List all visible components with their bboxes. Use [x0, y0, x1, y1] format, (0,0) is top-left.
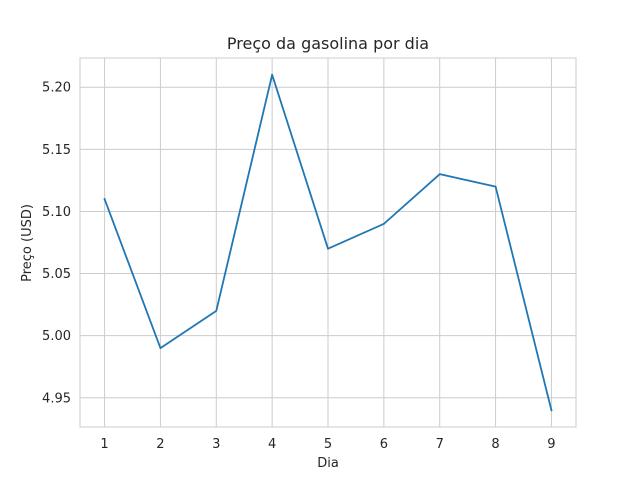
x-tick-label: 4 — [268, 437, 276, 452]
chart-title: Preço da gasolina por dia — [227, 34, 429, 53]
data-point — [494, 185, 497, 188]
x-tick-label: 2 — [156, 437, 164, 452]
y-tick-label: 5.05 — [42, 267, 71, 282]
y-tick-label: 4.95 — [42, 391, 71, 406]
y-tick-label: 5.20 — [42, 81, 71, 96]
plot-frame — [79, 57, 577, 428]
data-point — [382, 222, 385, 225]
x-tick-label: 7 — [436, 437, 444, 452]
x-tick-labels: 1 2 3 4 5 6 7 8 9 — [100, 437, 555, 452]
x-tick-label: 6 — [380, 437, 388, 452]
data-point — [271, 73, 274, 76]
y-tick-label: 5.10 — [42, 205, 71, 220]
data-point — [159, 347, 162, 350]
data-point — [550, 409, 553, 412]
y-tick-labels: 4.95 5.00 5.05 5.10 5.15 5.20 — [42, 81, 71, 407]
data-point — [327, 247, 329, 250]
data-point — [215, 309, 218, 312]
x-tick-label: 8 — [491, 437, 499, 452]
data-point — [438, 173, 441, 176]
x-axis-label: Dia — [317, 456, 339, 471]
y-gridlines — [80, 86, 576, 399]
y-tick-label: 5.15 — [42, 143, 71, 158]
y-tick-label: 5.00 — [42, 329, 71, 344]
series-group — [103, 73, 553, 412]
x-tick-label: 9 — [547, 437, 555, 452]
x-tick-label: 3 — [212, 437, 220, 452]
data-point — [103, 198, 106, 200]
x-tick-label: 5 — [324, 437, 332, 452]
x-gridlines — [104, 58, 552, 427]
x-tick-label: 1 — [100, 437, 108, 452]
y-axis-label: Preço (USD) — [20, 204, 35, 282]
